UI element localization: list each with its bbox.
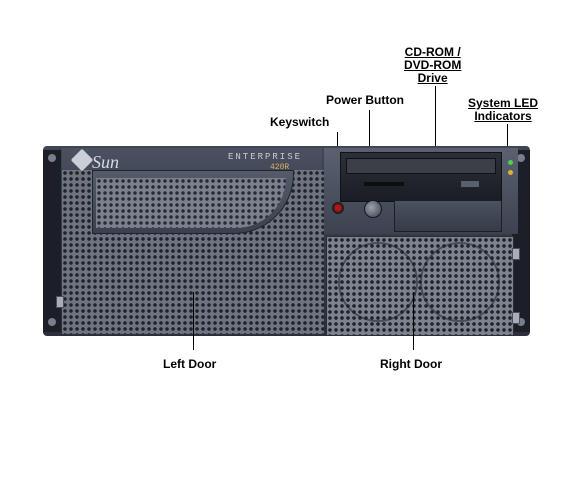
keyswitch[interactable] xyxy=(332,202,344,214)
system-led-leader-line xyxy=(507,124,508,162)
system-led-icon xyxy=(508,170,513,175)
rack-screw xyxy=(517,318,525,326)
power-button-label: Power Button xyxy=(326,93,404,107)
drive-blank-panel xyxy=(394,200,502,232)
left-rack-ear xyxy=(43,150,61,332)
power-button[interactable] xyxy=(364,200,382,218)
rack-screw xyxy=(517,154,525,162)
cdrom-leader-line xyxy=(435,86,436,160)
drive-tray xyxy=(346,158,496,174)
model-number: 420R xyxy=(270,163,290,172)
cdrom-label-line1: CD-ROM / xyxy=(404,45,461,59)
left-door-label: Left Door xyxy=(163,357,217,371)
left-door-leader-line xyxy=(193,292,194,350)
fan-icon xyxy=(420,242,500,322)
cdrom-label-line3: Drive xyxy=(417,71,448,85)
bezel-vent xyxy=(96,178,286,228)
drive-eject-button[interactable] xyxy=(460,180,480,188)
cdrom-label-line2: DVD-ROM xyxy=(404,58,462,72)
right-door-label: Right Door xyxy=(380,357,442,371)
door-handle[interactable] xyxy=(512,312,520,324)
system-led-label-line2: Indicators xyxy=(474,109,532,123)
cdrom-drive-label: CD-ROM / DVD-ROM Drive xyxy=(404,46,461,85)
brand-logo: Sun xyxy=(92,152,119,172)
drive-slot xyxy=(364,182,404,186)
system-led-label-line1: System LED xyxy=(468,96,539,110)
rack-screw xyxy=(48,318,56,326)
system-led-icon xyxy=(508,160,513,165)
right-door-leader-line xyxy=(413,292,414,350)
rack-screw xyxy=(48,154,56,162)
fan-icon xyxy=(338,242,418,322)
door-handle[interactable] xyxy=(56,296,64,308)
keyswitch-label: Keyswitch xyxy=(270,115,330,129)
system-led-label: System LED Indicators xyxy=(468,97,538,123)
door-handle[interactable] xyxy=(512,248,520,260)
model-name: ENTERPRISE xyxy=(228,152,303,162)
